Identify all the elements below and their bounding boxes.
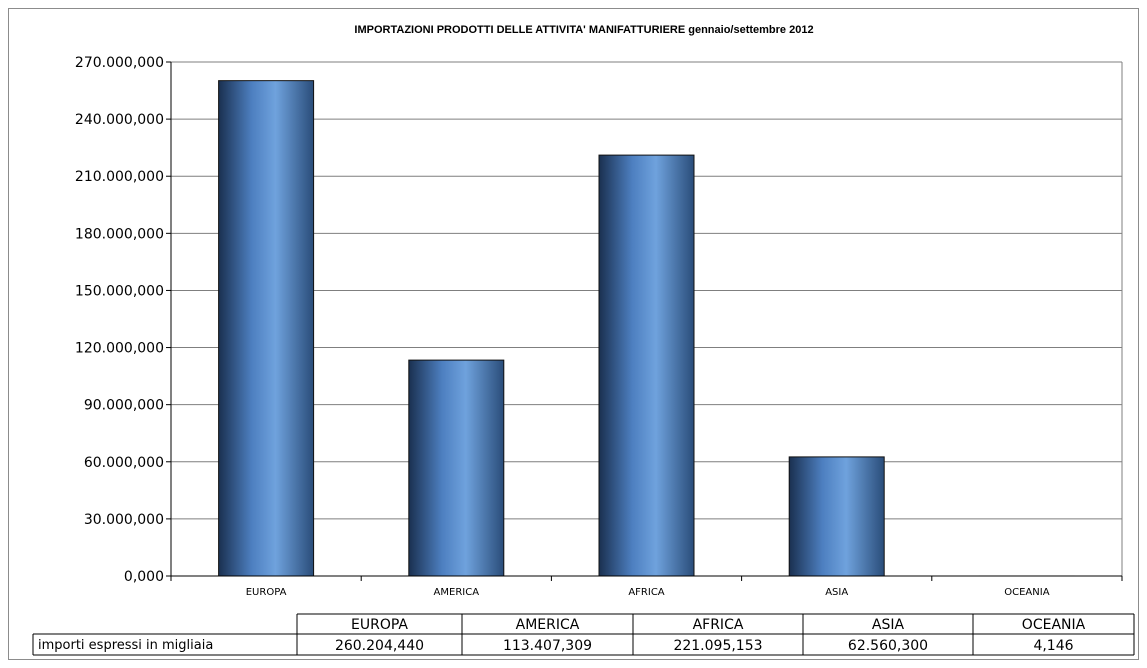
- y-tick-label: 30.000,000: [84, 512, 164, 528]
- bar-america: [408, 359, 505, 577]
- y-tick-label: 210.000,000: [75, 169, 164, 185]
- axes: [170, 62, 1123, 581]
- table-cell: 62.560,300: [848, 638, 928, 654]
- y-tick-label: 270.000,000: [75, 55, 164, 71]
- table-column-header: AMERICA: [516, 617, 580, 633]
- x-tick-label: AMERICA: [434, 587, 480, 598]
- data-table: EUROPA 260.204,440 AMERICA 113.407,309 AFRIC…: [32, 613, 1135, 656]
- x-tick-label: EUROPA: [246, 587, 287, 598]
- y-tick-label: 90.000,000: [84, 398, 164, 414]
- chart-title: IMPORTAZIONI PRODOTTI DELLE ATTIVITA' MA…: [354, 24, 813, 36]
- y-axis-tick-labels: 0,000 30.000,000 60.000,000 90.000,000 120.0…: [75, 55, 164, 585]
- chart-frame: [8, 8, 1139, 660]
- y-tick-label: 0,000: [124, 569, 164, 585]
- x-tick-label: ASIA: [825, 587, 848, 598]
- table-column-header: EUROPA: [351, 617, 408, 633]
- y-tick-label: 150.000,000: [75, 283, 164, 299]
- y-tick-label: 180.000,000: [75, 226, 164, 242]
- bar-africa: [598, 154, 695, 577]
- table-column-header: OCEANIA: [1022, 617, 1086, 633]
- table-cell: 4,146: [1033, 638, 1073, 654]
- table-row-header: importi espressi in migliaia: [38, 638, 213, 653]
- x-tick-label: AFRICA: [628, 587, 664, 598]
- bar-europa: [218, 80, 315, 577]
- bars: [218, 80, 1075, 577]
- table-cell: 221.095,153: [673, 638, 762, 654]
- y-tick-label: 120.000,000: [75, 341, 164, 357]
- table-cell: 113.407,309: [503, 638, 592, 654]
- table-column-header: ASIA: [872, 617, 905, 633]
- x-axis-tick-labels: EUROPA AMERICA AFRICA ASIA OCEANIA: [246, 587, 1050, 598]
- table-column-header: AFRICA: [693, 617, 744, 633]
- x-tick-label: OCEANIA: [1004, 587, 1049, 598]
- y-tick-label: 240.000,000: [75, 112, 164, 128]
- y-tick-label: 60.000,000: [84, 455, 164, 471]
- table-cell: 260.204,440: [335, 638, 424, 654]
- bar-asia: [788, 456, 885, 577]
